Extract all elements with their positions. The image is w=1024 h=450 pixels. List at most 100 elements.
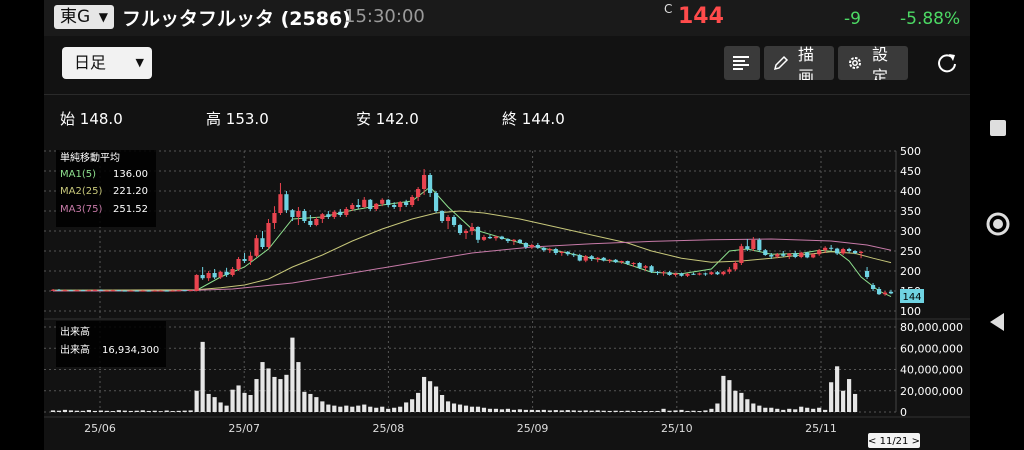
volume-bar: [242, 392, 247, 412]
volume-bar: [398, 406, 403, 412]
volume-tick-label: 0: [900, 406, 907, 419]
back-triangle-icon: [990, 313, 1004, 331]
volume-bar: [841, 390, 846, 412]
candle-body: [439, 211, 445, 221]
candle-body: [864, 271, 870, 277]
volume-bar: [146, 410, 151, 412]
volume-bar: [104, 410, 109, 412]
ma-legend: 単純移動平均 MA1(5) 136.00 MA2(25) 221.20 MA3(…: [56, 150, 156, 227]
volume-bar: [392, 407, 397, 412]
volume-bar: [673, 410, 678, 412]
price-change-pct: -5.88%: [900, 9, 961, 29]
volume-bar: [170, 411, 175, 412]
candle-body: [362, 199, 367, 207]
volume-bar: [667, 410, 672, 412]
price-tick-label: 250: [900, 245, 921, 258]
candle-body: [445, 217, 451, 221]
candle-body: [398, 202, 403, 207]
candle-body: [320, 214, 325, 219]
date-tick-label: 25/07: [228, 422, 260, 435]
candle-body: [158, 290, 163, 292]
volume-bar: [793, 409, 798, 412]
candle-body: [547, 249, 552, 251]
volume-bar: [374, 407, 379, 412]
volume-bar: [649, 411, 654, 412]
candle-body: [224, 271, 229, 275]
refresh-icon[interactable]: [936, 52, 958, 74]
candle-body: [134, 290, 139, 292]
candle-body: [607, 259, 612, 261]
chart-toolbar: 日足 ▼ 描画 設定: [44, 36, 970, 95]
candle-body: [254, 238, 259, 256]
date-cursor[interactable]: < 11/21 >: [868, 433, 920, 448]
candle-body: [637, 263, 642, 268]
volume-bar: [775, 408, 780, 412]
candle-body: [757, 239, 762, 251]
candle-body: [589, 256, 594, 259]
candle-body: [481, 237, 487, 240]
ma-line-2: [52, 210, 892, 291]
candle-body: [350, 205, 355, 209]
market-selector[interactable]: 東G ▼: [54, 5, 114, 29]
candle-body: [697, 273, 702, 275]
volume-tick-label: 80,000,000: [900, 321, 963, 334]
volume-bar: [733, 390, 738, 412]
close-value: 144.0: [521, 110, 565, 128]
candle-body: [332, 211, 337, 217]
ma3-value: 251.52: [113, 204, 148, 215]
period-selector[interactable]: 日足 ▼: [62, 47, 152, 79]
candle-body: [703, 273, 708, 275]
candle-body: [110, 290, 115, 292]
volume-bar: [218, 402, 223, 412]
volume-bar: [763, 407, 768, 412]
candle-body: [374, 203, 379, 209]
candle-body: [691, 273, 696, 275]
volume-bar: [278, 379, 283, 412]
candle-body: [104, 290, 109, 292]
volume-tick-label: 40,000,000: [900, 364, 963, 377]
settings-button[interactable]: 設定: [838, 46, 908, 80]
price-chart[interactable]: 50045040035030025020015010080,000,00060,…: [44, 145, 970, 450]
volume-bar: [176, 410, 181, 412]
candle-body: [284, 194, 289, 211]
candle-body: [595, 257, 600, 259]
volume-bar: [62, 409, 68, 412]
volume-bar: [422, 376, 427, 412]
candle-body: [787, 253, 792, 256]
candle-body: [888, 291, 894, 294]
volume-bar: [200, 341, 205, 412]
candle-body: [194, 275, 199, 291]
app-window: 東G ▼ フルッタフルッタ (2586) 15:30:00 C 144 -9 -…: [44, 0, 970, 450]
candle-body: [721, 271, 726, 275]
candle-body: [553, 249, 558, 253]
ma-legend-title: 単純移動平均: [60, 151, 120, 164]
candle-body: [236, 259, 241, 269]
android-recents-button[interactable]: [974, 116, 1022, 144]
candle-body: [715, 272, 720, 275]
volume-bar: [320, 401, 325, 412]
low-label: 安: [356, 110, 372, 128]
candle-body: [523, 243, 528, 247]
circle-icon: [986, 212, 1010, 236]
candle-body: [212, 273, 217, 278]
candle-body: [80, 290, 86, 292]
volume-bar: [74, 410, 80, 412]
candle-body: [152, 290, 157, 292]
volume-bar: [721, 375, 726, 412]
volume-bar: [852, 393, 858, 412]
volume-bar: [134, 410, 139, 412]
date-tick-label: 25/11: [805, 422, 837, 435]
low-value: 142.0: [375, 110, 419, 128]
volume-bar: [439, 395, 445, 412]
bars-icon: [733, 56, 749, 70]
volume-bar: [302, 391, 307, 412]
volume-bar: [523, 409, 528, 412]
android-back-button[interactable]: [974, 310, 1022, 338]
volume-bar: [272, 376, 277, 412]
volume-bar: [350, 406, 355, 412]
price-tick-label: 450: [900, 165, 921, 178]
android-home-button[interactable]: [974, 210, 1022, 242]
indicator-list-button[interactable]: [724, 46, 760, 80]
draw-button[interactable]: 描画: [764, 46, 834, 80]
volume-bar: [338, 406, 343, 412]
